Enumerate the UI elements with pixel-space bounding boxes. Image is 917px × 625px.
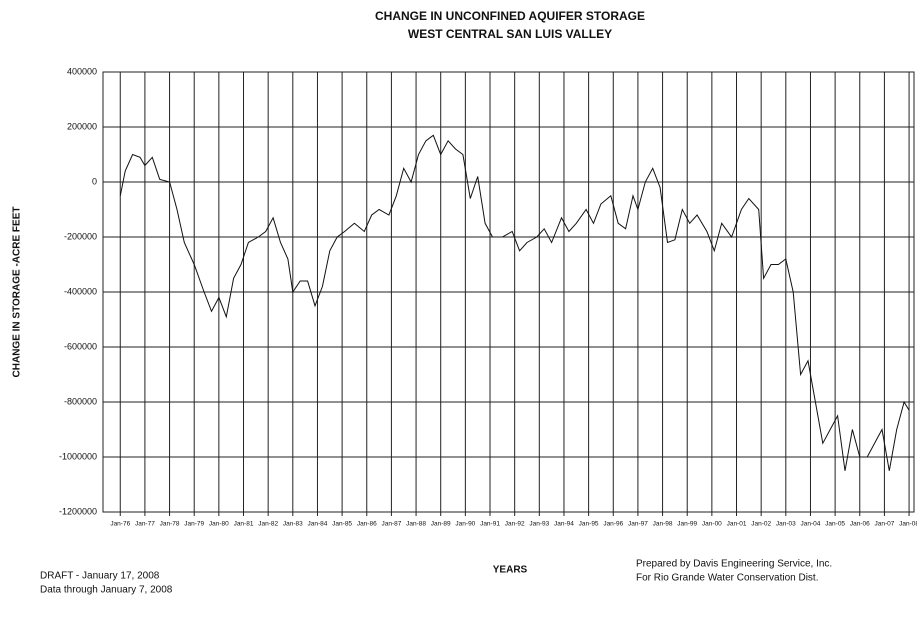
x-tick-label: Jan-80	[209, 521, 229, 528]
x-tick-label: Jan-00	[702, 521, 722, 528]
x-tick-label: Jan-01	[727, 521, 747, 528]
x-tick-label: Jan-88	[406, 521, 426, 528]
x-tick-label: Jan-84	[308, 521, 328, 528]
y-tick-label: 200000	[67, 121, 97, 131]
y-tick-label: -200000	[64, 231, 97, 241]
x-tick-label: Jan-85	[332, 521, 352, 528]
x-tick-label: Jan-86	[357, 521, 377, 528]
x-tick-label: Jan-79	[184, 521, 204, 528]
x-tick-label: Jan-83	[283, 521, 303, 528]
x-tick-label: Jan-87	[381, 521, 401, 528]
x-tick-label: Jan-08	[899, 521, 917, 528]
annotation: Prepared by Davis Engineering Service, I…	[636, 559, 832, 570]
x-tick-label: Jan-06	[850, 521, 870, 528]
x-tick-label: Jan-92	[505, 521, 525, 528]
x-tick-label: Jan-82	[258, 521, 278, 528]
annotation: DRAFT - January 17, 2008	[40, 571, 160, 582]
y-tick-label: -1000000	[59, 451, 97, 461]
x-tick-label: Jan-77	[135, 521, 155, 528]
x-tick-label: Jan-99	[677, 521, 697, 528]
y-axis-label: CHANGE IN STORAGE -ACRE FEET	[12, 207, 23, 378]
chart-title: CHANGE IN UNCONFINED AQUIFER STORAGE	[375, 9, 645, 23]
x-tick-label: Jan-03	[776, 521, 796, 528]
y-tick-label: -400000	[64, 286, 97, 296]
y-tick-label: -800000	[64, 396, 97, 406]
y-tick-label: 400000	[67, 66, 97, 76]
x-tick-label: Jan-91	[480, 521, 500, 528]
x-tick-label: Jan-81	[234, 521, 254, 528]
x-tick-label: Jan-05	[825, 521, 845, 528]
x-tick-label: Jan-98	[653, 521, 673, 528]
chart-subtitle: WEST CENTRAL SAN LUIS VALLEY	[408, 27, 612, 41]
x-tick-label: Jan-93	[529, 521, 549, 528]
x-tick-label: Jan-96	[603, 521, 623, 528]
x-tick-label: Jan-90	[455, 521, 475, 528]
x-axis-label: YEARS	[493, 565, 528, 576]
x-tick-label: Jan-78	[160, 521, 180, 528]
y-tick-label: 0	[92, 176, 97, 186]
x-tick-label: Jan-76	[110, 521, 130, 528]
x-tick-label: Jan-89	[431, 521, 451, 528]
annotation: Data through January 7, 2008	[40, 585, 173, 596]
x-tick-label: Jan-97	[628, 521, 648, 528]
annotation: For Rio Grande Water Conservation Dist.	[636, 573, 818, 584]
x-tick-label: Jan-95	[579, 521, 599, 528]
x-tick-label: Jan-94	[554, 521, 574, 528]
y-tick-label: -600000	[64, 341, 97, 351]
x-tick-label: Jan-04	[801, 521, 821, 528]
x-tick-label: Jan-07	[874, 521, 894, 528]
y-tick-label: -1200000	[59, 506, 97, 516]
x-tick-label: Jan-02	[751, 521, 771, 528]
data-line	[119, 134, 910, 471]
